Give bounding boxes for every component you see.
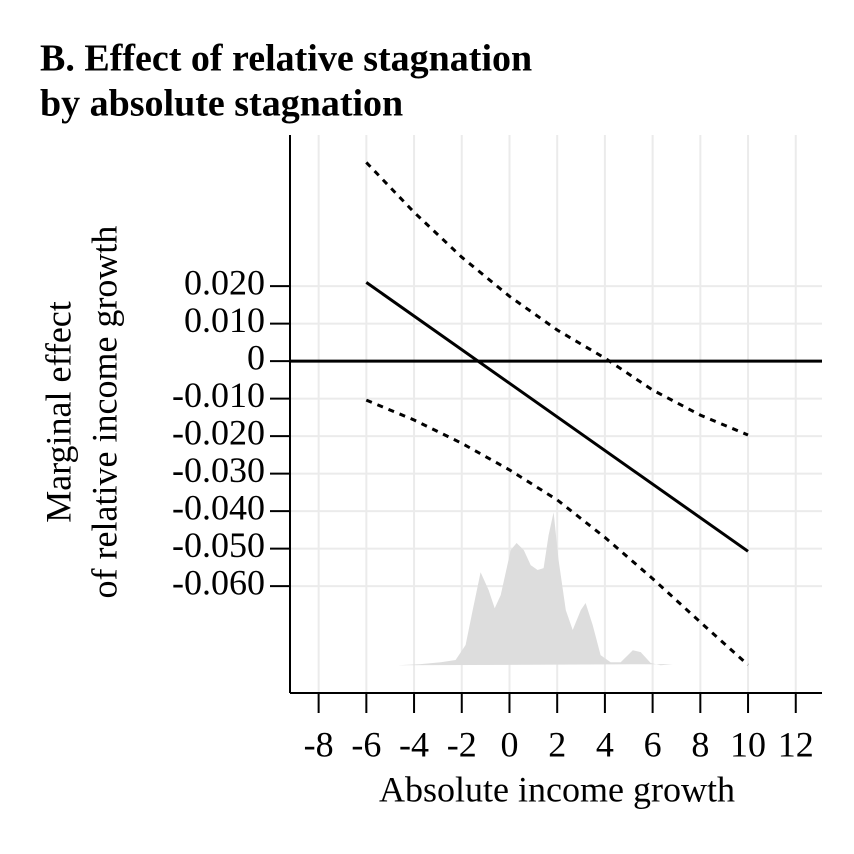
y-tick-label: 0.020 (184, 262, 265, 302)
y-tick-label: -0.050 (172, 525, 265, 565)
x-tick-label: 2 (548, 724, 566, 764)
x-tick-label: 4 (596, 724, 614, 764)
x-tick-label: -2 (447, 724, 477, 764)
y-tick-label: -0.020 (172, 412, 265, 452)
series-line (365, 161, 749, 437)
x-tick-label: -6 (351, 724, 381, 764)
density-area (397, 512, 673, 666)
x-tick-label: 8 (691, 724, 709, 764)
y-axis-label: of relative income growth (84, 226, 124, 599)
x-tick-label: -4 (399, 724, 429, 764)
y-tick-label: 0.010 (184, 300, 265, 340)
x-tick-label: 12 (778, 724, 814, 764)
y-tick-label: -0.030 (172, 450, 265, 490)
y-tick-label: -0.010 (172, 375, 265, 415)
y-tick-label: 0 (247, 337, 265, 377)
y-tick-label: -0.040 (172, 487, 265, 527)
y-tick-label: -0.060 (172, 562, 265, 602)
chart-title: B. Effect of relative stagnation (40, 38, 532, 80)
series-line (365, 281, 749, 553)
chart-title: by absolute stagnation (40, 83, 403, 125)
x-axis-label: Absolute income growth (379, 769, 735, 809)
x-tick-label: 6 (644, 724, 662, 764)
x-tick-label: -8 (304, 724, 334, 764)
x-tick-label: 0 (500, 724, 518, 764)
x-tick-label: 10 (730, 724, 766, 764)
y-axis-label: Marginal effect (38, 301, 78, 523)
